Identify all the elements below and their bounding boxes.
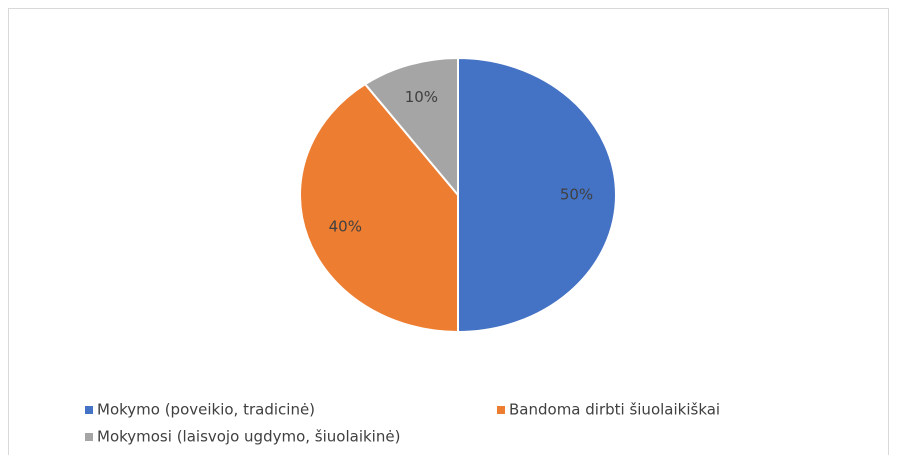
data-label: 10% — [405, 88, 438, 106]
legend-label: Mokymosi (laisvojo ugdymo, šiuolaikinė) — [97, 428, 400, 446]
legend-label: Bandoma dirbti šiuolaikiškai — [509, 401, 720, 419]
data-label: 40% — [329, 217, 362, 235]
pie-slice — [457, 56, 617, 334]
data-label: 50% — [560, 186, 593, 204]
legend-marker — [85, 406, 93, 414]
legend-marker — [497, 406, 505, 414]
pie-slice — [363, 56, 459, 198]
legend-marker — [85, 433, 93, 441]
pie-slice — [299, 82, 459, 334]
legend-label: Mokymo (poveikio, tradicinė) — [97, 401, 315, 419]
